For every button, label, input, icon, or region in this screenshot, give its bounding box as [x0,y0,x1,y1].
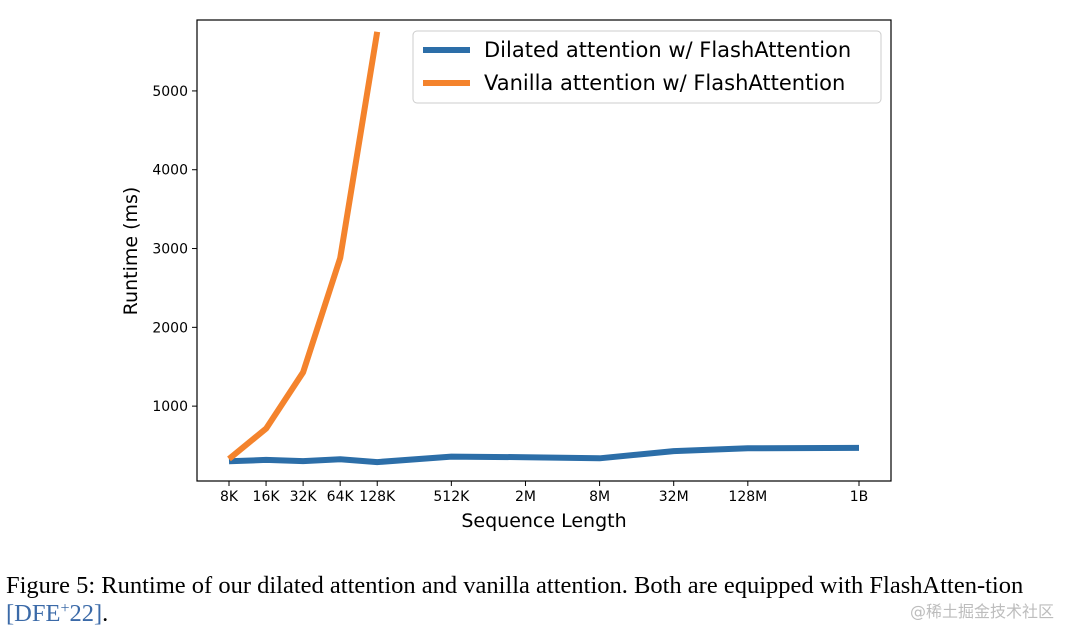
x-tick-label: 128M [728,489,767,505]
x-axis-title: Sequence Length [461,510,626,532]
plot-frame [196,19,892,482]
series-lines [227,31,860,466]
x-axis-ticks: 8K 16K 32K 64K 128K 512K 2M 8M 32M 128M 1B [220,481,868,505]
watermark: @稀土掘金技术社区 [909,602,1054,621]
x-tick-label: 8M [589,489,610,505]
y-tick-label: 4000 [152,163,188,179]
x-tick-label: 32K [290,489,318,505]
figure-caption: Figure 5: Runtime of our dilated attenti… [6,572,1066,628]
citation-year: 22 [69,600,95,627]
y-tick-label: 3000 [152,242,188,258]
caption-text: Figure 5: Runtime of our dilated attenti… [6,572,1024,599]
chart: 1000 2000 3000 4000 5000 8K 16K 32K 64K 128K 512K… [120,19,892,532]
caption-closing: . [102,600,109,627]
y-tick-label: 1000 [152,399,188,415]
plot-area [196,19,892,482]
legend-box [412,30,882,104]
legend-label-dilated: Dilated attention w/ FlashAttention [484,38,851,62]
series-line-vanilla [227,31,381,462]
legend: Dilated attention w/ FlashAttention Vani… [412,30,882,104]
series-line-dilated [228,444,860,466]
caption-citation[interactable]: [DFE+22] [6,600,103,627]
legend-label-vanilla: Vanilla attention w/ FlashAttention [484,71,845,95]
x-tick-label: 64K [327,489,355,505]
x-tick-label: 32M [659,489,689,505]
x-tick-label: 8K [220,489,239,505]
y-tick-label: 2000 [152,320,188,336]
x-tick-label: 1B [850,489,869,505]
citation-sup: + [60,600,70,617]
x-tick-label: 512K [433,489,470,505]
y-axis-ticks: 1000 2000 3000 4000 5000 [152,84,197,415]
x-tick-label: 16K [253,489,281,505]
x-tick-label: 128K [359,489,396,505]
y-tick-label: 5000 [152,84,188,100]
y-axis-title: Runtime (ms) [120,187,142,316]
citation-base: DFE [14,600,61,627]
x-tick-label: 2M [515,489,536,505]
